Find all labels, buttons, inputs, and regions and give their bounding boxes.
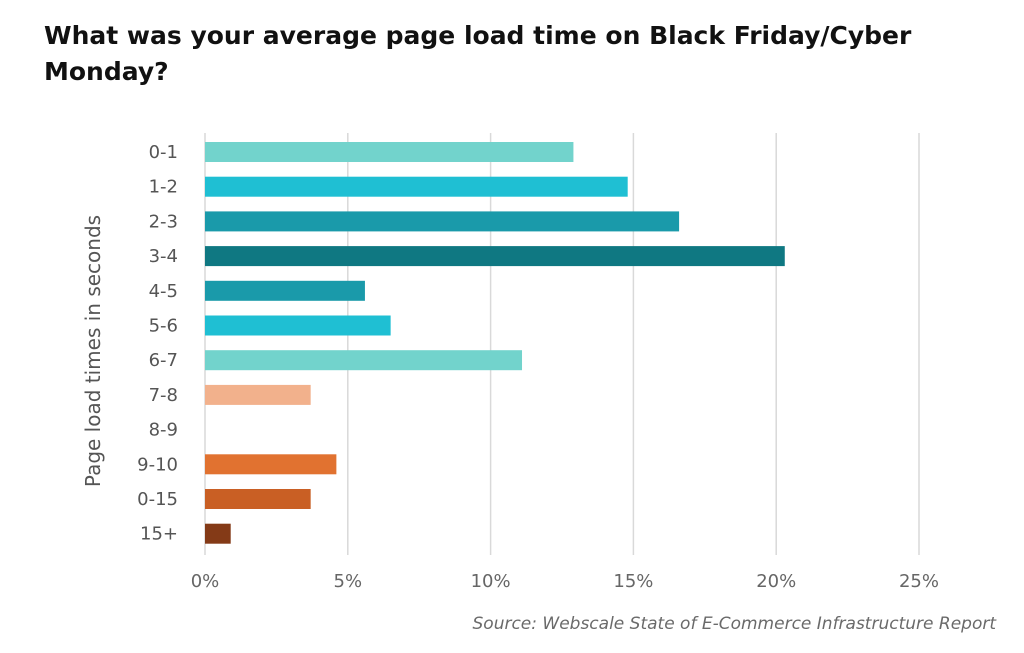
bar — [205, 350, 523, 371]
y-tick-label: 15+ — [140, 524, 178, 545]
x-tick-label: 10% — [471, 571, 511, 592]
x-tick-labels: 0% 5% 10% 15% 20% 25% — [191, 571, 939, 592]
y-tick-label: 6-7 — [149, 350, 178, 371]
y-tick-label: 9-10 — [137, 454, 178, 475]
y-tick-label: 4-5 — [149, 281, 178, 302]
bars — [205, 142, 785, 544]
gridlines — [204, 133, 920, 555]
source-note: Source: Webscale State of E-Commerce Inf… — [472, 614, 997, 634]
x-tick-label: 20% — [756, 571, 796, 592]
y-tick-label: 1-2 — [149, 177, 178, 198]
bar — [205, 142, 574, 162]
bar — [205, 211, 680, 232]
bar — [205, 489, 311, 509]
y-tick-label: 8-9 — [149, 420, 178, 441]
y-tick-label: 2-3 — [149, 211, 178, 232]
y-tick-labels: 0-1 1-2 2-3 3-4 4-5 5-6 6-7 7-8 8-9 9-10 0-15 15+ — [137, 142, 178, 545]
x-tick-label: 15% — [613, 571, 653, 592]
bar — [205, 384, 311, 405]
y-axis-label: Page load times in seconds — [81, 215, 105, 487]
bar — [205, 280, 365, 301]
y-tick-label: 3-4 — [149, 246, 178, 267]
x-tick-label: 0% — [191, 571, 220, 592]
bar — [205, 176, 628, 197]
chart-title: What was your average page load time on … — [44, 21, 912, 86]
bar — [205, 315, 391, 336]
y-tick-label: 0-1 — [149, 142, 178, 163]
y-tick-label: 5-6 — [149, 316, 178, 337]
y-tick-label: 7-8 — [149, 385, 178, 406]
x-tick-label: 25% — [899, 571, 939, 592]
bar — [205, 246, 785, 267]
bar — [205, 523, 231, 544]
bar — [205, 454, 337, 475]
x-tick-label: 5% — [334, 571, 363, 592]
y-tick-label: 0-15 — [137, 489, 178, 510]
